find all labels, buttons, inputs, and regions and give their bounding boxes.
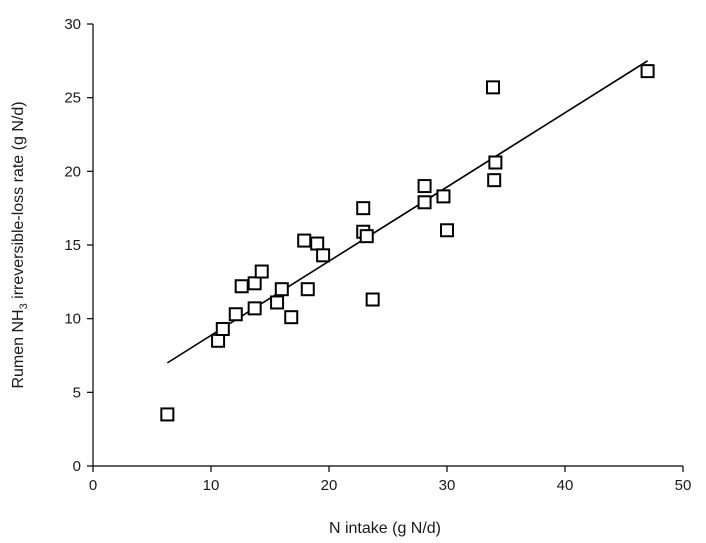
data-point bbox=[356, 201, 371, 216]
regression-line-layer bbox=[166, 60, 649, 364]
y-axis: 0 5 10 15 20 25 30 bbox=[64, 16, 94, 475]
data-point bbox=[297, 233, 312, 248]
data-point bbox=[488, 155, 503, 170]
data-point bbox=[160, 407, 175, 422]
data-point bbox=[211, 333, 226, 348]
data-point bbox=[228, 307, 243, 322]
x-tick-label: 40 bbox=[557, 477, 574, 494]
data-point bbox=[487, 173, 502, 188]
y-tick-label: 5 bbox=[73, 384, 81, 401]
x-tick-label: 30 bbox=[439, 477, 456, 494]
data-point bbox=[440, 223, 454, 238]
y-tick-label: 20 bbox=[64, 163, 81, 180]
data-point bbox=[640, 64, 655, 79]
x-tick-label: 10 bbox=[203, 477, 220, 494]
data-point bbox=[316, 248, 331, 263]
data-point bbox=[247, 301, 262, 316]
x-tick-label: 20 bbox=[321, 477, 338, 494]
data-points bbox=[160, 64, 655, 422]
x-axis: 0 10 20 30 40 50 bbox=[89, 465, 692, 494]
data-point bbox=[417, 195, 432, 210]
y-axis-label-main: Rumen NH bbox=[10, 309, 27, 388]
y-tick-label: 25 bbox=[64, 90, 81, 107]
data-point bbox=[365, 292, 380, 307]
y-axis-label-rest: irreversible-loss rate (g N/d) bbox=[10, 101, 27, 303]
data-point bbox=[436, 189, 451, 204]
y-tick-label: 15 bbox=[64, 237, 81, 254]
data-point bbox=[270, 295, 285, 310]
data-point bbox=[300, 282, 315, 297]
y-axis-label-subscript: 3 bbox=[18, 303, 30, 309]
data-point bbox=[234, 279, 249, 294]
data-point bbox=[359, 229, 374, 244]
y-axis-label: Rumen NH3 irreversible-loss rate (g N/d) bbox=[10, 101, 30, 388]
x-tick-label: 50 bbox=[675, 477, 692, 494]
data-point bbox=[486, 80, 501, 95]
x-axis-label: N intake (g N/d) bbox=[329, 520, 441, 537]
y-ticks: 0 5 10 15 20 25 30 bbox=[64, 16, 93, 475]
y-tick-label: 10 bbox=[64, 311, 81, 328]
y-tick-label: 0 bbox=[73, 458, 81, 475]
data-point bbox=[417, 179, 432, 194]
x-ticks: 0 10 20 30 40 50 bbox=[89, 466, 692, 494]
data-point bbox=[284, 310, 299, 325]
regression-line bbox=[166, 60, 649, 364]
y-tick-label: 30 bbox=[64, 16, 81, 33]
data-point bbox=[254, 264, 269, 279]
data-point bbox=[274, 282, 289, 297]
data-point bbox=[310, 236, 325, 251]
data-point bbox=[215, 321, 230, 336]
x-tick-label: 0 bbox=[89, 477, 97, 494]
data-point bbox=[247, 276, 262, 291]
